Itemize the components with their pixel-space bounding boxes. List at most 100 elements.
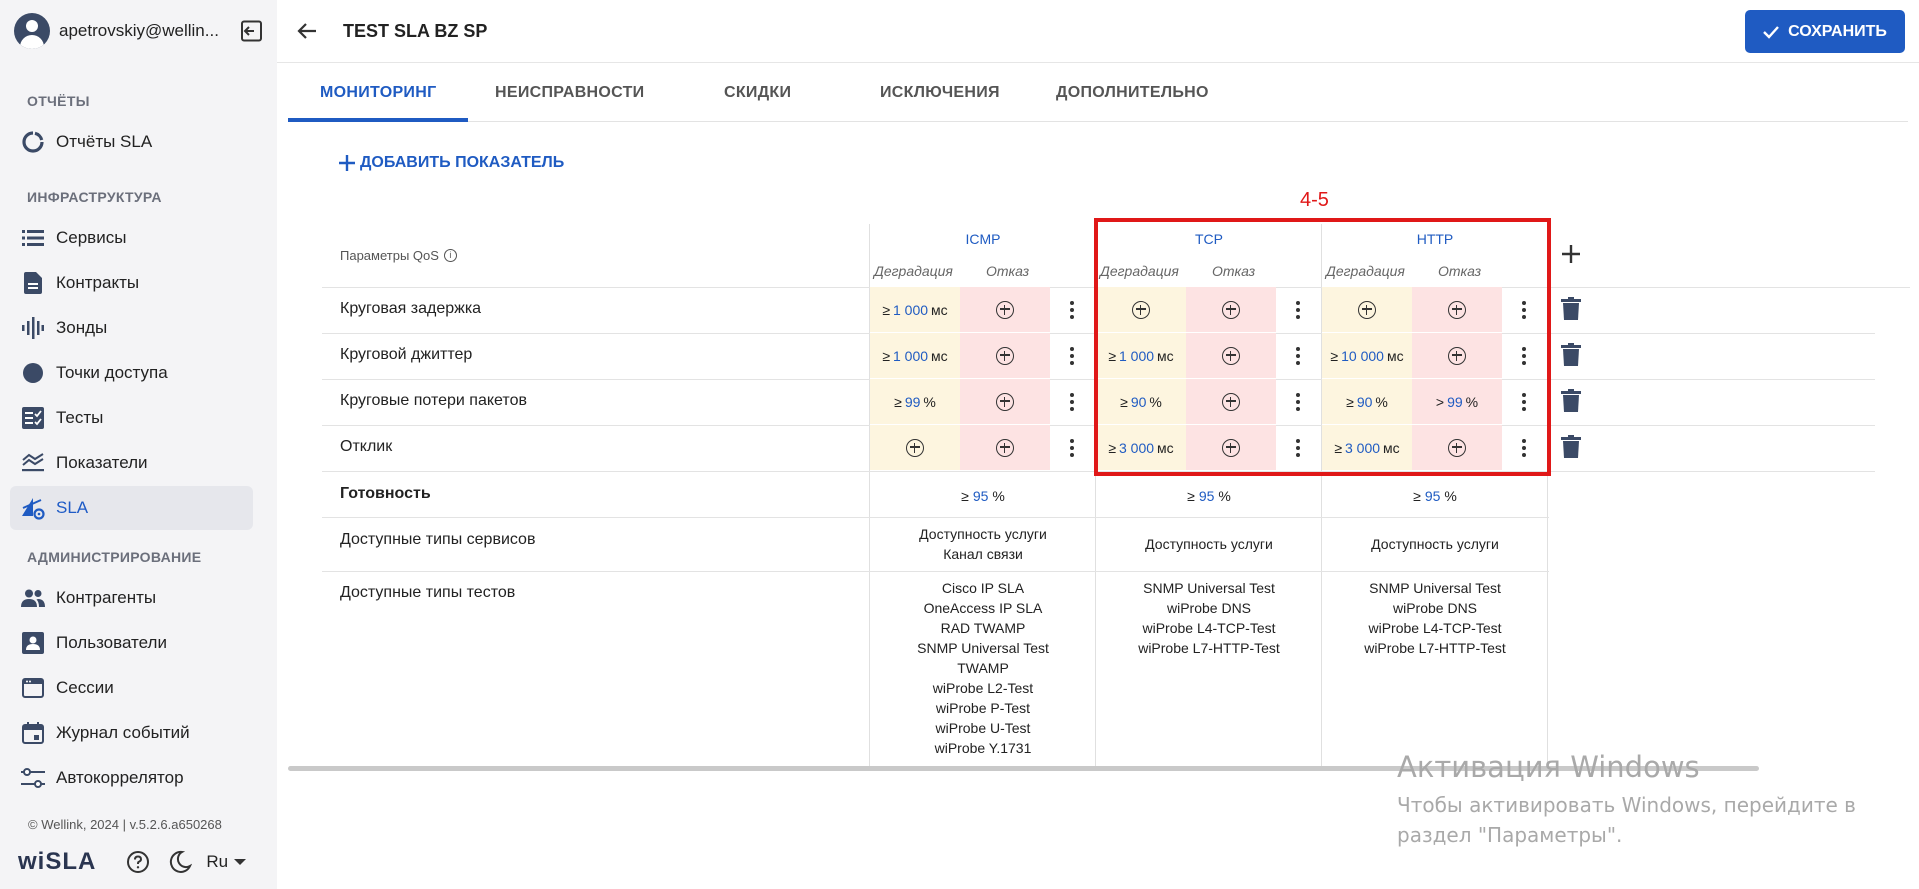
add-threshold-icon[interactable] xyxy=(906,438,924,457)
trash-icon[interactable] xyxy=(1561,297,1581,321)
degradation-cell[interactable]: ≥1 000 мс xyxy=(870,287,960,332)
add-threshold-icon[interactable] xyxy=(996,346,1014,365)
degradation-cell[interactable]: ≥1 000 мс xyxy=(1096,333,1186,378)
more-options-icon[interactable] xyxy=(1288,287,1308,332)
more-options-icon[interactable] xyxy=(1514,287,1534,332)
sidebar-item-probes[interactable]: Зонды xyxy=(10,306,253,350)
sidebar-item-event-log[interactable]: Журнал событий xyxy=(10,711,253,755)
more-options-icon[interactable] xyxy=(1514,333,1534,378)
section-infrastructure: ИНФРАСТРУКТУРА xyxy=(27,189,162,205)
availability-value: ≥95% xyxy=(870,486,1096,506)
failure-cell[interactable] xyxy=(1412,333,1502,378)
help-icon[interactable] xyxy=(126,850,150,874)
threshold-unit: мс xyxy=(1157,439,1174,456)
logout-icon[interactable] xyxy=(240,20,264,42)
language-select[interactable]: Ru xyxy=(206,852,247,872)
threshold-unit: мс xyxy=(1383,439,1400,456)
degradation-cell[interactable]: ≥99% xyxy=(870,379,960,424)
availability-val: 95 xyxy=(1198,488,1215,504)
tab-faults[interactable]: НЕИСПРАВНОСТИ xyxy=(495,84,645,101)
save-button[interactable]: СОХРАНИТЬ xyxy=(1745,10,1905,53)
add-threshold-icon[interactable] xyxy=(1358,300,1376,319)
window-icon xyxy=(20,675,46,701)
tab-exclusions[interactable]: ИСКЛЮЧЕНИЯ xyxy=(880,84,1000,101)
trash-icon[interactable] xyxy=(1561,343,1581,367)
moon-icon[interactable] xyxy=(168,850,193,874)
failure-cell[interactable] xyxy=(1412,287,1502,332)
add-threshold-icon[interactable] xyxy=(996,300,1014,319)
add-threshold-icon[interactable] xyxy=(996,438,1014,457)
degradation-cell[interactable]: ≥90% xyxy=(1096,379,1186,424)
sidebar-item-users[interactable]: Пользователи xyxy=(10,621,253,665)
more-options-icon[interactable] xyxy=(1288,425,1308,470)
add-threshold-icon[interactable] xyxy=(1448,346,1466,365)
degradation-cell[interactable]: ≥1 000 мс xyxy=(870,333,960,378)
availability-val: 95 xyxy=(972,488,989,504)
back-arrow-icon[interactable] xyxy=(295,19,319,43)
tab-additional[interactable]: ДОПОЛНИТЕЛЬНО xyxy=(1056,84,1209,101)
sidebar-item-autocorrelator[interactable]: Автокоррелятор xyxy=(10,756,253,800)
add-column-icon[interactable] xyxy=(1559,242,1583,266)
degradation-cell[interactable]: ≥90% xyxy=(1322,379,1412,424)
degradation-cell[interactable]: ≥3 000 мс xyxy=(1322,425,1412,470)
sidebar-item-indicators[interactable]: Показатели xyxy=(10,441,253,485)
sidebar-item-counterparties[interactable]: Контрагенты xyxy=(10,576,253,620)
tab-discounts[interactable]: СКИДКИ xyxy=(724,84,792,101)
sidebar-item-tests[interactable]: Тесты xyxy=(10,396,253,440)
add-threshold-icon[interactable] xyxy=(996,392,1014,411)
sidebar-item-contracts[interactable]: Контракты xyxy=(10,261,253,305)
failure-cell[interactable] xyxy=(960,333,1050,378)
failure-cell[interactable] xyxy=(960,425,1050,470)
threshold-val: 3 000 xyxy=(1119,439,1155,456)
user-profile[interactable]: apetrovskiy@wellin... xyxy=(14,12,264,50)
threshold-op: ≥ xyxy=(1108,439,1116,456)
test-type: SNMP Universal Test xyxy=(1369,580,1501,596)
more-options-icon[interactable] xyxy=(1062,287,1082,332)
test-types-label: Доступные типы тестов xyxy=(340,584,516,601)
more-options-icon[interactable] xyxy=(1062,425,1082,470)
annotation-label: 4-5 xyxy=(1300,189,1329,211)
failure-cell[interactable] xyxy=(1186,425,1276,470)
degradation-cell[interactable] xyxy=(1322,287,1412,332)
sidebar-item-sla[interactable]: SLA xyxy=(10,486,253,530)
tab-monitoring[interactable]: МОНИТОРИНГ xyxy=(320,84,437,101)
failure-cell[interactable] xyxy=(1186,287,1276,332)
checklist-icon xyxy=(20,405,46,431)
failure-cell[interactable] xyxy=(1412,425,1502,470)
add-threshold-icon[interactable] xyxy=(1222,438,1240,457)
failure-cell[interactable] xyxy=(960,379,1050,424)
sidebar-item-services[interactable]: Сервисы xyxy=(10,216,253,260)
info-icon[interactable]: i xyxy=(443,249,457,262)
add-threshold-icon[interactable] xyxy=(1222,300,1240,319)
degradation-cell[interactable] xyxy=(1096,287,1186,332)
trash-icon[interactable] xyxy=(1561,435,1581,459)
sidebar-item-sla-reports[interactable]: Отчёты SLA xyxy=(10,120,253,164)
failure-cell[interactable] xyxy=(1186,379,1276,424)
failure-cell[interactable] xyxy=(960,287,1050,332)
horizontal-scrollbar[interactable] xyxy=(288,766,1759,771)
add-indicator-button[interactable]: ДОБАВИТЬ ПОКАЗАТЕЛЬ xyxy=(338,154,564,172)
failure-cell[interactable] xyxy=(1186,333,1276,378)
calendar-icon xyxy=(20,720,46,746)
sidebar-item-sessions[interactable]: Сессии xyxy=(10,666,253,710)
degradation-cell[interactable]: ≥10 000 мс xyxy=(1322,333,1412,378)
more-options-icon[interactable] xyxy=(1288,333,1308,378)
add-threshold-icon[interactable] xyxy=(1448,438,1466,457)
failure-cell[interactable]: >99% xyxy=(1412,379,1502,424)
test-type: SNMP Universal Test xyxy=(917,640,1049,656)
sla-report-icon xyxy=(20,129,46,155)
add-threshold-icon[interactable] xyxy=(1222,392,1240,411)
add-threshold-icon[interactable] xyxy=(1448,300,1466,319)
more-options-icon[interactable] xyxy=(1288,379,1308,424)
more-options-icon[interactable] xyxy=(1062,333,1082,378)
active-tab-indicator xyxy=(288,118,468,122)
more-options-icon[interactable] xyxy=(1514,379,1534,424)
add-threshold-icon[interactable] xyxy=(1222,346,1240,365)
degradation-cell[interactable] xyxy=(870,425,960,470)
more-options-icon[interactable] xyxy=(1062,379,1082,424)
more-options-icon[interactable] xyxy=(1514,425,1534,470)
trash-icon[interactable] xyxy=(1561,389,1581,413)
degradation-cell[interactable]: ≥3 000 мс xyxy=(1096,425,1186,470)
sidebar-item-access-points[interactable]: Точки доступа xyxy=(10,351,253,395)
add-threshold-icon[interactable] xyxy=(1132,300,1150,319)
